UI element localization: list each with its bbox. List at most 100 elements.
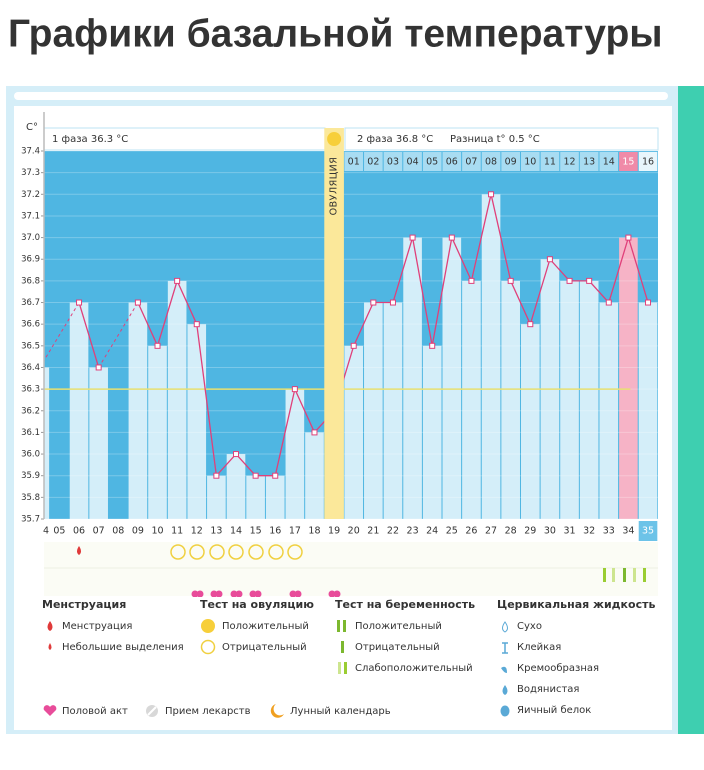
- x-tick-label: 23: [407, 526, 419, 537]
- phase-day-label: 08: [485, 157, 497, 168]
- phase-day-label: 10: [524, 157, 536, 168]
- x-tick-label: 07: [93, 526, 105, 537]
- y-tick-label: 36.9: [21, 255, 40, 265]
- y-tick-label: 36.2: [21, 406, 40, 416]
- x-tick-label: 33: [603, 526, 615, 537]
- point: [134, 299, 141, 306]
- phase-day-label: 06: [446, 157, 458, 168]
- y-tick-label: 36.0: [21, 450, 40, 460]
- page-title: Графики базальной температуры: [8, 12, 663, 55]
- x-tick-label: 13: [210, 526, 222, 537]
- point: [193, 321, 200, 328]
- phase-day-label: 12: [563, 157, 575, 168]
- x-tick-label: 25: [446, 526, 458, 537]
- legend-item: Слабоположительный: [355, 663, 473, 674]
- y-tick-label: 35.9: [21, 471, 40, 481]
- legend-item: Прием лекарств: [165, 706, 251, 717]
- x-tick-label: 27: [485, 526, 497, 537]
- x-tick-label: 22: [387, 526, 399, 537]
- phase-day-label: 14: [603, 157, 615, 168]
- phase-day-label: 09: [505, 157, 517, 168]
- bar: [226, 454, 246, 519]
- x-tick-label: 10: [151, 526, 163, 537]
- menstruation-icon: [77, 546, 81, 555]
- phase-2-label: 2 фаза 36.8 °C: [357, 134, 433, 145]
- legend-icons: [43, 619, 510, 718]
- phase-day-cell: [560, 152, 579, 171]
- bar: [403, 237, 422, 519]
- bar: [619, 237, 638, 519]
- x-label-bg: [44, 521, 658, 541]
- legend-item: Сухо: [517, 621, 542, 632]
- y-tick-label: 37.1: [21, 211, 40, 221]
- point: [95, 364, 102, 371]
- legend-item: Кремообразная: [517, 663, 599, 674]
- legend-group-title: Тест на беременность: [335, 598, 475, 611]
- x-tick-label: 26: [465, 526, 477, 537]
- phase-day-label: 11: [544, 157, 556, 168]
- x-tick-label: 4: [43, 526, 49, 537]
- ovulation-dot: [327, 132, 342, 146]
- legend-item: Водянистая: [517, 684, 579, 695]
- phase-day-cell: [481, 152, 501, 171]
- phase-day-cell: [462, 152, 481, 171]
- bar: [501, 280, 520, 519]
- x-tick-label: 14: [230, 526, 242, 537]
- y-tick-label: 37.0: [21, 233, 40, 243]
- phase-day-cell: [442, 152, 462, 171]
- phase-day-label: 16: [642, 157, 654, 168]
- y-tick-label: 37.4: [21, 147, 40, 157]
- point: [625, 234, 632, 241]
- point: [566, 277, 573, 284]
- phase-day-label: 05: [426, 157, 438, 168]
- plot: [44, 150, 658, 520]
- phase-day-cell: [383, 152, 403, 171]
- bar: [246, 475, 265, 519]
- phase-day-cell: [422, 152, 442, 171]
- legend-item: Отрицательный: [222, 642, 307, 653]
- x-tick-label: 34: [622, 526, 634, 537]
- temperature-line: [78, 302, 100, 368]
- x-tick-label: 31: [563, 526, 575, 537]
- point: [527, 321, 534, 328]
- bar: [187, 324, 207, 519]
- bar: [207, 475, 226, 519]
- x-tick-label: 08: [112, 526, 124, 537]
- point: [546, 256, 553, 263]
- point: [429, 342, 436, 349]
- point: [291, 386, 298, 393]
- difference-label: Разница t° 0.5 °C: [450, 134, 540, 145]
- x-tick-label: 32: [583, 526, 595, 537]
- point: [448, 234, 455, 241]
- ovulation-tests: [170, 544, 303, 560]
- current-day: [638, 521, 658, 541]
- bar: [128, 302, 148, 519]
- point: [311, 429, 318, 436]
- pregnancy-tests: [603, 568, 646, 582]
- bar: [442, 237, 462, 519]
- x-tick-label: 06: [73, 526, 85, 537]
- bar: [638, 302, 658, 519]
- point: [350, 342, 357, 349]
- x-tick-label: 15: [250, 526, 262, 537]
- y-tick-label: 36.4: [21, 363, 40, 373]
- x-tick-label: 11: [171, 526, 183, 537]
- x-tick-label: 17: [289, 526, 301, 537]
- phase-day-cell: [579, 152, 599, 171]
- phase-day-label: 13: [583, 157, 595, 168]
- y-tick-label: 36.8: [21, 276, 40, 286]
- point: [174, 277, 181, 284]
- phase-day-cell: [364, 152, 383, 171]
- phase-day-cell: [344, 152, 364, 171]
- phase-day-cell: [520, 152, 540, 171]
- x-tick-label: 12: [191, 526, 203, 537]
- legend-item: Положительный: [355, 621, 442, 632]
- x-tick-label: 28: [505, 526, 517, 537]
- bar: [520, 324, 540, 519]
- phase-day-label: 15: [622, 157, 634, 168]
- bar: [265, 475, 285, 519]
- x-tick-label: 21: [367, 526, 379, 537]
- phase-day-cell: [619, 152, 638, 171]
- legend-item: Яичный белок: [517, 705, 591, 716]
- y-tick-label: 35.8: [21, 493, 40, 503]
